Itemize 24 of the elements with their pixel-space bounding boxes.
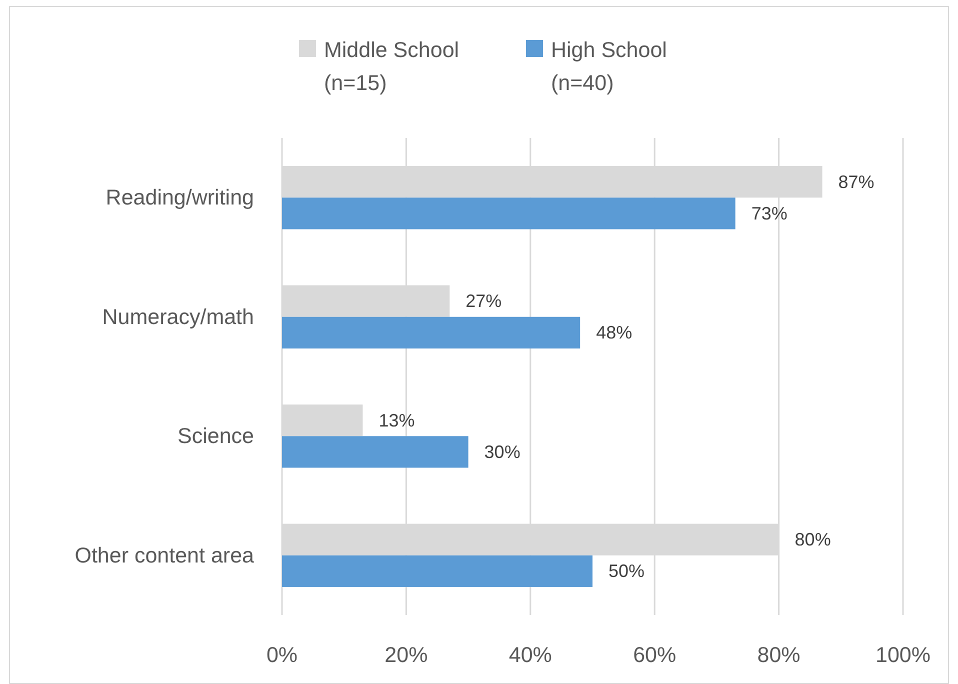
bar	[282, 436, 468, 468]
y-tick-label: Reading/writing	[106, 186, 254, 210]
data-label: 27%	[466, 291, 502, 312]
bar	[282, 316, 580, 348]
data-label: 30%	[484, 442, 520, 462]
data-label: 73%	[751, 203, 788, 224]
data-label: 50%	[608, 561, 645, 582]
data-label: 48%	[596, 322, 632, 343]
y-tick-label: Other content area	[74, 543, 254, 568]
data-label: 87%	[838, 172, 874, 192]
x-tick-label: 60%	[633, 643, 676, 667]
data-label: 80%	[794, 530, 831, 550]
bar	[282, 555, 592, 587]
legend-label: High School (n=40)	[551, 38, 667, 95]
legend-label: Middle School (n=15)	[324, 38, 460, 95]
data-label: 13%	[378, 410, 415, 430]
x-tick-label: 80%	[757, 643, 800, 667]
x-tick-label: 100%	[876, 643, 930, 667]
y-tick-label: Science	[178, 424, 254, 448]
y-tick-label: Numeracy/math	[102, 304, 254, 329]
x-tick-label: 20%	[384, 643, 428, 667]
bar	[282, 198, 736, 230]
x-tick-label: 40%	[508, 643, 552, 667]
x-tick-label: 0%	[266, 643, 298, 667]
